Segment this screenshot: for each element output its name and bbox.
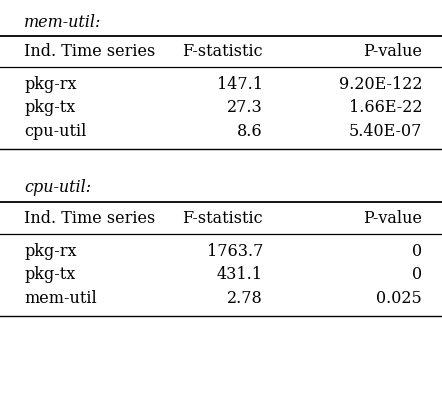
Text: 2.78: 2.78	[227, 290, 263, 306]
Text: 431.1: 431.1	[217, 266, 263, 283]
Text: Ind. Time series: Ind. Time series	[24, 210, 156, 226]
Text: pkg-rx: pkg-rx	[24, 243, 77, 260]
Text: pkg-rx: pkg-rx	[24, 76, 77, 93]
Text: pkg-tx: pkg-tx	[24, 266, 76, 283]
Text: 1.66E-22: 1.66E-22	[349, 99, 422, 116]
Text: P-value: P-value	[363, 210, 422, 226]
Text: mem-util: mem-util	[24, 290, 97, 306]
Text: 8.6: 8.6	[237, 123, 263, 140]
Text: Ind. Time series: Ind. Time series	[24, 43, 156, 60]
Text: 0.025: 0.025	[376, 290, 422, 306]
Text: 5.40E-07: 5.40E-07	[349, 123, 422, 140]
Text: 27.3: 27.3	[227, 99, 263, 116]
Text: P-value: P-value	[363, 43, 422, 60]
Text: cpu-util:: cpu-util:	[24, 179, 91, 196]
Text: 1763.7: 1763.7	[206, 243, 263, 260]
Text: pkg-tx: pkg-tx	[24, 99, 76, 116]
Text: 0: 0	[412, 243, 422, 260]
Text: mem-util:: mem-util:	[24, 14, 102, 32]
Text: 0: 0	[412, 266, 422, 283]
Text: cpu-util: cpu-util	[24, 123, 87, 140]
Text: F-statistic: F-statistic	[183, 43, 263, 60]
Text: F-statistic: F-statistic	[183, 210, 263, 226]
Text: 9.20E-122: 9.20E-122	[339, 76, 422, 93]
Text: 147.1: 147.1	[217, 76, 263, 93]
